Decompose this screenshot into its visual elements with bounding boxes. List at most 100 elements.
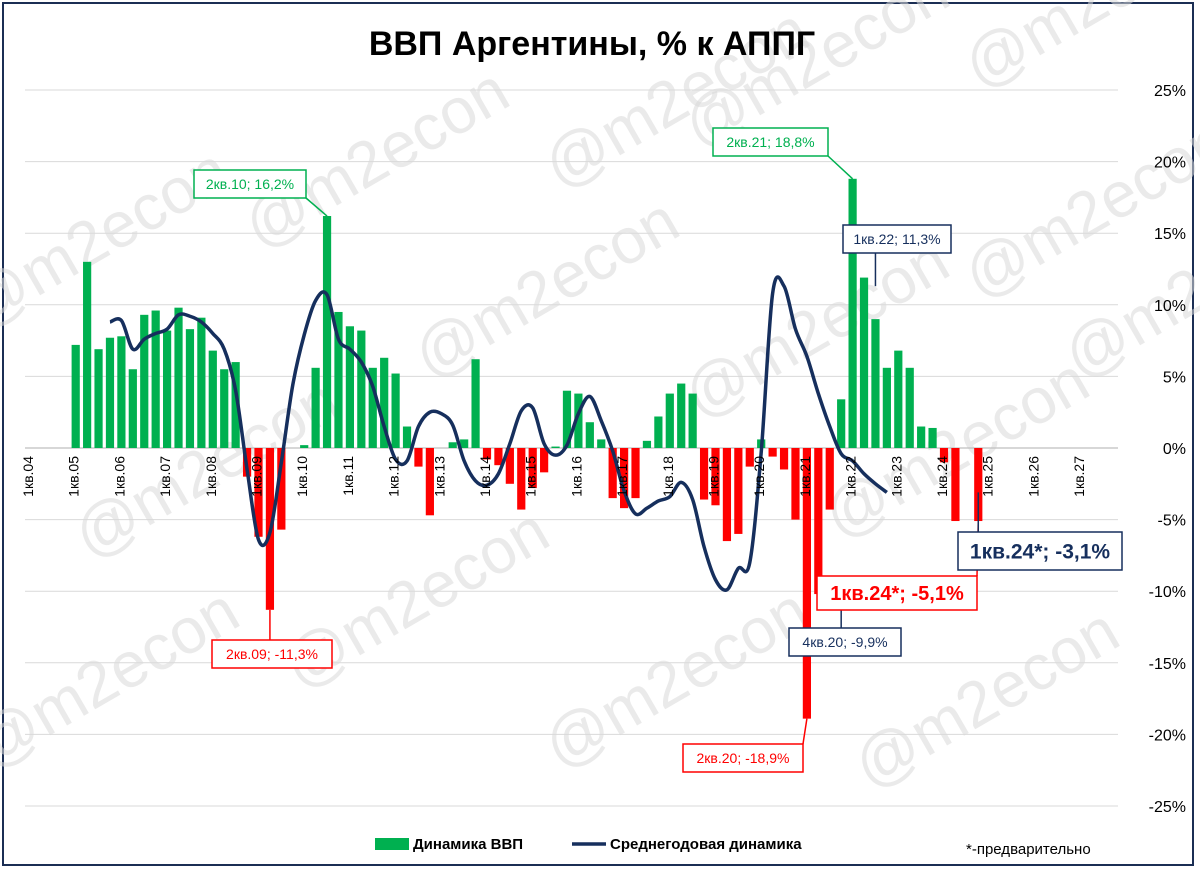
annotation-leader — [827, 155, 854, 180]
bar — [460, 439, 469, 448]
x-tick-label: 1кв.06 — [111, 456, 127, 497]
watermark-text: @m2econ — [0, 573, 250, 782]
bar — [699, 448, 709, 500]
x-tick-label: 1кв.04 — [20, 456, 36, 497]
legend: Динамика ВВП Среднегодовая динамика — [375, 836, 802, 853]
bar — [917, 426, 926, 448]
bar — [825, 448, 834, 510]
bar — [928, 427, 937, 448]
bar — [540, 448, 549, 473]
y-tick-label: 25% — [1154, 83, 1186, 100]
watermark-text: @m2econ — [231, 53, 520, 262]
x-tick-label: 1кв.10 — [294, 456, 310, 497]
bar — [254, 448, 263, 537]
annotation-label: 2кв.09; -11,3% — [226, 646, 318, 662]
x-tick-label: 1кв.14 — [477, 456, 493, 497]
bar — [334, 311, 343, 448]
bar — [94, 349, 103, 448]
x-tick-label: 1кв.24 — [934, 456, 950, 497]
bar — [677, 383, 686, 448]
annotation-box — [211, 639, 333, 669]
bar — [734, 448, 743, 534]
bar — [322, 216, 332, 448]
bar — [814, 448, 823, 595]
annotation-box — [788, 627, 902, 657]
watermark-text: @m2econ — [841, 593, 1130, 802]
bar — [357, 330, 366, 448]
bar — [528, 448, 537, 489]
bar — [882, 367, 891, 448]
bar — [380, 357, 389, 448]
annotation-callout: 2кв.09; -11,3% — [211, 609, 333, 669]
bar — [722, 448, 732, 542]
y-tick-label: 20% — [1154, 155, 1186, 172]
x-tick-label: 1кв.09 — [249, 456, 265, 497]
bar — [859, 277, 869, 448]
chart-title: ВВП Аргентины, % к АППГ — [369, 25, 815, 63]
bar — [791, 448, 800, 520]
annotation-label: 2кв.20; -18,9% — [697, 750, 790, 766]
bar — [585, 422, 594, 448]
watermark-text: @m2econ — [0, 133, 240, 342]
bar — [208, 350, 217, 448]
bar — [779, 448, 789, 470]
bar — [951, 448, 960, 522]
annotation-callout: 1кв.24*; -5,1% — [816, 521, 980, 611]
x-tick-label: 1кв.25 — [980, 456, 996, 497]
preliminary-note: *-предварительно — [966, 841, 1091, 858]
annotation-label: 1кв.22; 11,3% — [853, 231, 940, 247]
watermark-text: @m2econ — [671, 223, 960, 432]
x-tick-label: 1кв.16 — [568, 456, 584, 497]
legend-swatch-bars — [375, 838, 409, 850]
y-tick-label: 15% — [1154, 226, 1186, 243]
bar — [631, 448, 640, 499]
bar — [117, 336, 126, 448]
annotation-leader — [802, 718, 808, 745]
annotation-label: 1кв.24*; -5,1% — [830, 583, 964, 605]
avg-line — [109, 275, 888, 592]
x-tick-label: 1кв.23 — [888, 456, 904, 497]
annotation-callout: 1кв.24*; -3,1% — [957, 492, 1123, 571]
annotation-callout: 2кв.10; 16,2% — [193, 169, 328, 217]
y-tick-label: -20% — [1149, 727, 1186, 744]
bar — [871, 319, 880, 448]
x-tick-label: 1кв.13 — [431, 456, 447, 497]
bar — [562, 390, 572, 448]
bar — [939, 448, 949, 463]
x-tick-label: 1кв.22 — [843, 456, 859, 497]
bar — [848, 178, 857, 448]
bar — [277, 448, 286, 530]
x-tick-label: 1кв.26 — [1025, 456, 1041, 497]
bar — [551, 446, 560, 448]
y-tick-label: -15% — [1149, 656, 1186, 673]
annotation-callout: 1кв.22; 11,3% — [842, 224, 952, 287]
bar — [608, 448, 617, 499]
x-tick-label: 1кв.05 — [66, 456, 82, 497]
legend-label-bars: Динамика ВВП — [413, 836, 523, 853]
annotation-box — [682, 743, 804, 773]
bar — [128, 369, 137, 448]
annotation-box — [842, 224, 952, 254]
bar — [482, 448, 492, 460]
bar — [745, 448, 754, 467]
bar — [665, 393, 674, 448]
x-axis: 1кв.04 1кв.05 1кв.06 1кв.07 1кв.08 1кв.09 1кв.… — [20, 456, 1087, 497]
x-tick-label: 1кв.17 — [614, 456, 630, 497]
bar — [517, 448, 526, 510]
bar — [494, 448, 503, 466]
legend-label-line: Среднегодовая динамика — [610, 836, 802, 853]
bar — [802, 448, 811, 719]
annotation-callout: 2кв.20; -18,9% — [682, 718, 808, 773]
bar — [574, 393, 583, 448]
bar — [163, 330, 172, 448]
bar — [174, 307, 183, 448]
bar — [905, 367, 914, 448]
x-tick-label: 1кв.15 — [523, 456, 539, 497]
bar — [220, 369, 229, 448]
bar — [368, 367, 377, 448]
x-tick-label: 1кв.18 — [660, 456, 676, 497]
bar — [414, 448, 423, 467]
y-tick-label: -10% — [1149, 584, 1186, 601]
y-axis: 25% 20% 15% 10% 5% 0% -5% -10% -15% -20% -25% — [1149, 83, 1186, 816]
annotation-label: 1кв.24*; -3,1% — [970, 541, 1110, 564]
